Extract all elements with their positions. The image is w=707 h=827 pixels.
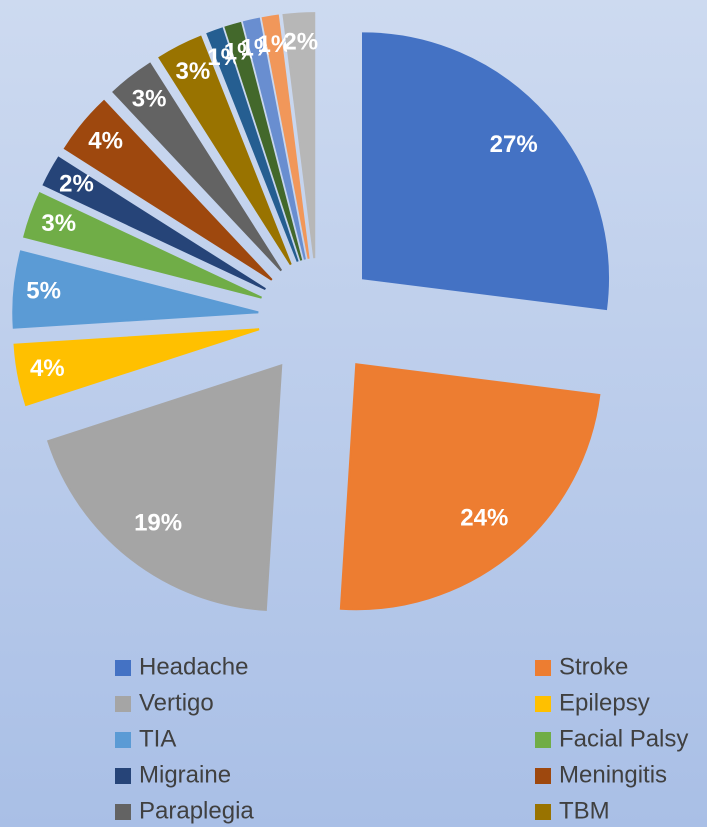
pie-slice (158, 35, 292, 266)
legend-label: Headache (139, 653, 248, 680)
data-label: 5% (26, 277, 61, 304)
pie-slice (242, 17, 306, 260)
legend-swatch (115, 804, 131, 820)
legend-swatch (535, 732, 551, 748)
pie-slice (261, 14, 310, 259)
legend-label: Meningitis (559, 761, 667, 788)
data-label: 3% (132, 86, 167, 113)
legend-swatch (535, 768, 551, 784)
legend-swatch (115, 768, 131, 784)
legend-label: Paraplegia (139, 797, 254, 824)
data-label: 3% (41, 210, 76, 237)
legend-label: Stroke (559, 653, 628, 680)
data-label: 27% (490, 131, 538, 158)
pie-slice (224, 21, 303, 261)
legend-swatch (115, 660, 131, 676)
legend-label: TIA (139, 725, 176, 752)
pie-slice (112, 62, 283, 272)
data-label: 2% (283, 28, 318, 55)
pie-slice (46, 364, 283, 611)
data-label: 3% (176, 58, 211, 85)
legend-label: Facial Palsy (559, 725, 688, 752)
data-label: 4% (30, 355, 65, 382)
data-label: 24% (460, 504, 508, 531)
legend-label: Epilepsy (559, 689, 650, 716)
pie-slice (12, 250, 259, 329)
pie-slice (42, 156, 266, 290)
legend-swatch (115, 732, 131, 748)
pie-slice (339, 363, 601, 611)
data-label: 2% (59, 171, 94, 198)
pie-slice (206, 27, 299, 262)
data-label: 19% (134, 509, 182, 536)
legend-swatch (115, 696, 131, 712)
legend-label: Migraine (139, 761, 231, 788)
pie-slice (282, 12, 316, 259)
pie-slice (63, 99, 273, 281)
pie-slice (23, 192, 262, 299)
legend-label: TBM (559, 797, 610, 824)
legend-swatch (535, 696, 551, 712)
legend-label: Vertigo (139, 689, 214, 716)
pie-slice (362, 32, 609, 311)
pie-slice (13, 328, 260, 407)
data-label: 4% (88, 128, 123, 155)
legend-swatch (535, 804, 551, 820)
legend-swatch (535, 660, 551, 676)
